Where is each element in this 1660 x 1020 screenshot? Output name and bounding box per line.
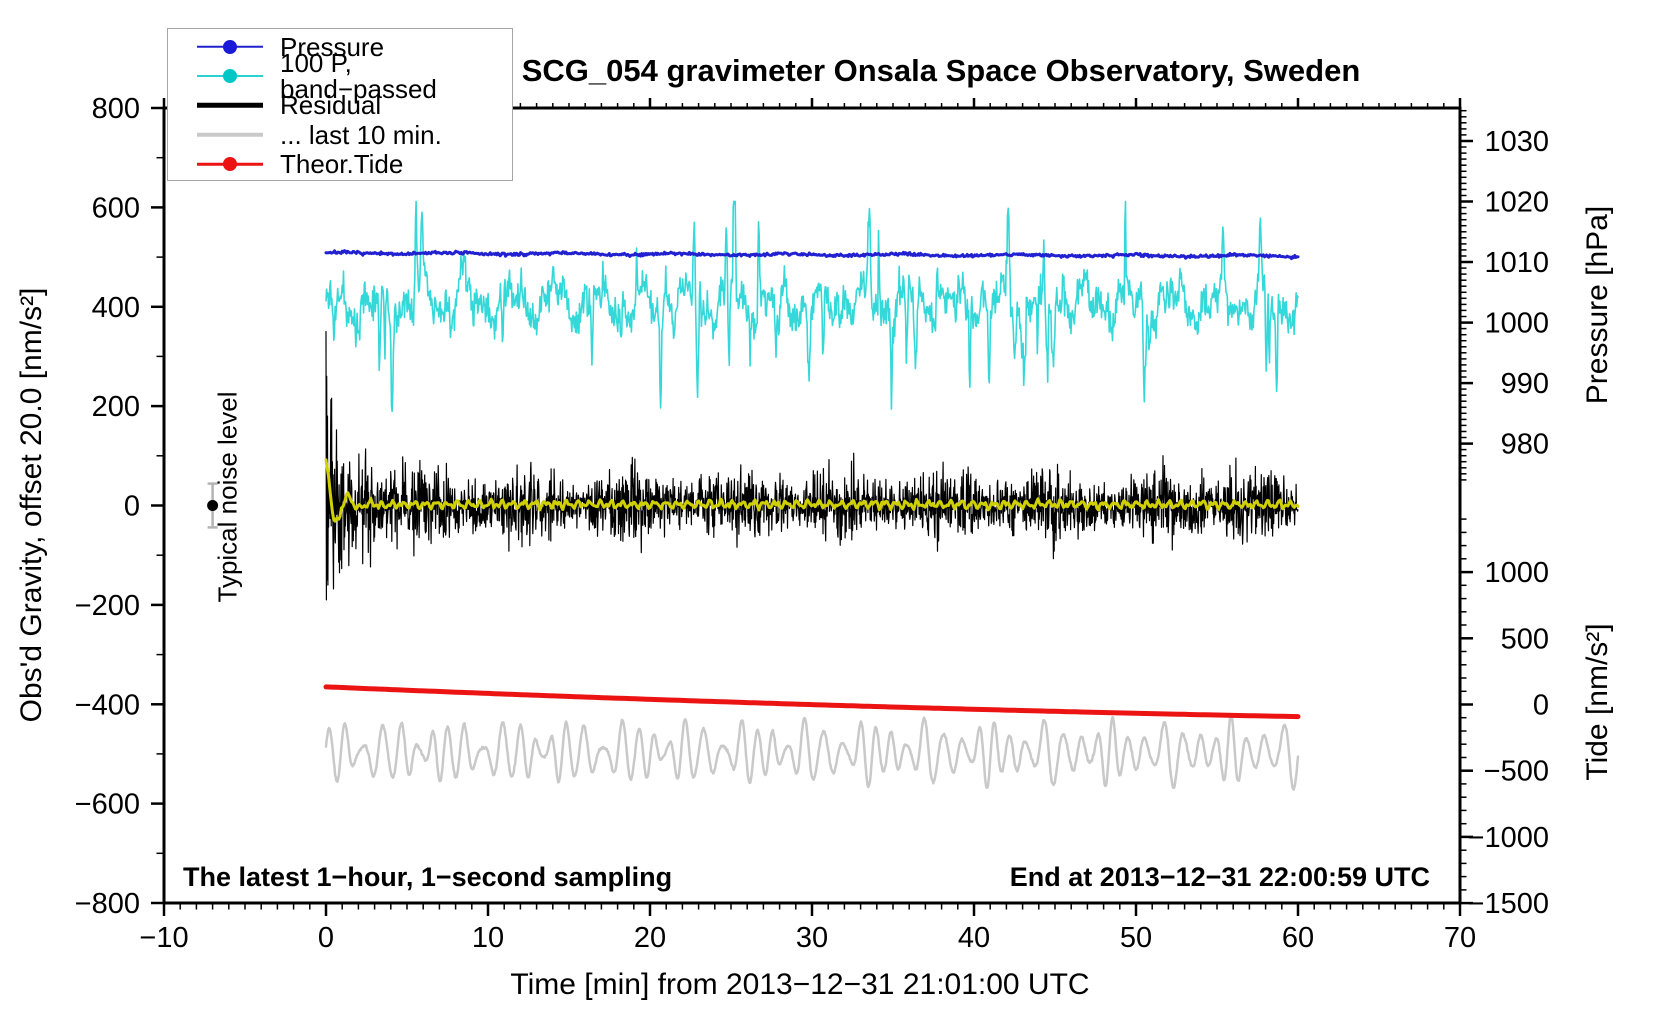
legend-item-3: ... last 10 min. (168, 120, 512, 149)
legend-marker-3 (168, 120, 280, 149)
y-tick-label-gravity: 800 (92, 93, 140, 125)
y-tick-label-gravity: 0 (124, 491, 140, 523)
series-residual-smoothed (324, 458, 1300, 523)
y-tick-label-pressure: 990 (1501, 368, 1549, 400)
y-tick-label-tide: −1500 (1468, 888, 1549, 920)
y-tick-label-pressure: 1010 (1484, 247, 1549, 279)
x-tick-label: 60 (1282, 922, 1314, 954)
legend-marker-2 (168, 91, 280, 120)
noise-level-label: Typical noise level (212, 391, 243, 603)
legend-marker-1 (168, 61, 280, 90)
y-tick-label-tide: 500 (1501, 623, 1549, 655)
y-tick-label-gravity: 400 (92, 292, 140, 324)
legend-marker-4 (168, 150, 280, 179)
y-tick-label-gravity: −400 (75, 689, 140, 721)
legend-item-1: 100 P, band−passed (168, 50, 512, 102)
x-axis-label: Time [min] from 2013−12−31 21:01:00 UTC (510, 968, 1090, 1001)
series-100-p-band-passed (325, 200, 1299, 413)
annotation-sampling: The latest 1−hour, 1−second sampling (183, 862, 673, 892)
series-theor-tide (323, 684, 1301, 720)
legend-label: Theor.Tide (280, 149, 404, 180)
y-tick-label-gravity: −800 (75, 888, 140, 920)
x-tick-label: 30 (796, 922, 828, 954)
y-axis-label-gravity: Obs'd Gravity, offset 20.0 [nm/s²] (15, 287, 48, 723)
y-tick-label-pressure: 1020 (1484, 187, 1549, 219)
series-residual (325, 331, 1299, 601)
x-tick-label: 50 (1120, 922, 1152, 954)
legend-marker-0 (168, 32, 280, 61)
series--last-10-min- (324, 713, 1300, 791)
y-tick-label-tide: 0 (1533, 690, 1549, 722)
y-tick-label-pressure: 980 (1501, 429, 1549, 461)
y-tick-label-gravity: −200 (75, 590, 140, 622)
legend-item-4: Theor.Tide (168, 150, 512, 179)
y-tick-label-pressure: 1030 (1484, 126, 1549, 158)
y-tick-label-tide: −500 (1484, 756, 1549, 788)
x-tick-label: −10 (139, 922, 188, 954)
y-tick-label-tide: −1000 (1468, 822, 1549, 854)
legend: Pressure 100 P, band−passed Residual... la… (167, 28, 513, 181)
y-tick-label-gravity: 600 (92, 192, 140, 224)
x-tick-label: 0 (318, 922, 334, 954)
legend-label: Residual (280, 90, 382, 121)
legend-item-2: Residual (168, 91, 512, 120)
y-tick-label-gravity: −600 (75, 789, 140, 821)
y-axis-label-pressure: Pressure [hPa] (1581, 205, 1614, 405)
x-tick-label: 10 (472, 922, 504, 954)
chart-title: SCG_054 gravimeter Onsala Space Observat… (521, 53, 1361, 88)
annotation-end-time: End at 2013−12−31 22:00:59 UTC (1009, 862, 1430, 892)
y-tick-label-tide: 1000 (1484, 557, 1549, 589)
x-tick-label: 70 (1444, 922, 1476, 954)
legend-label: ... last 10 min. (280, 119, 442, 150)
x-tick-label: 20 (634, 922, 666, 954)
y-axis-label-tide: Tide [nm/s²] (1581, 623, 1614, 781)
noise-level-marker (207, 500, 219, 511)
legend-label: Pressure (280, 31, 385, 62)
series-pressure (324, 249, 1300, 261)
y-tick-label-pressure: 1000 (1484, 308, 1549, 340)
legend-item-0: Pressure (168, 32, 512, 61)
x-tick-label: 40 (958, 922, 990, 954)
legend-label: 100 P, band−passed (280, 48, 437, 105)
y-tick-label-gravity: 200 (92, 391, 140, 423)
